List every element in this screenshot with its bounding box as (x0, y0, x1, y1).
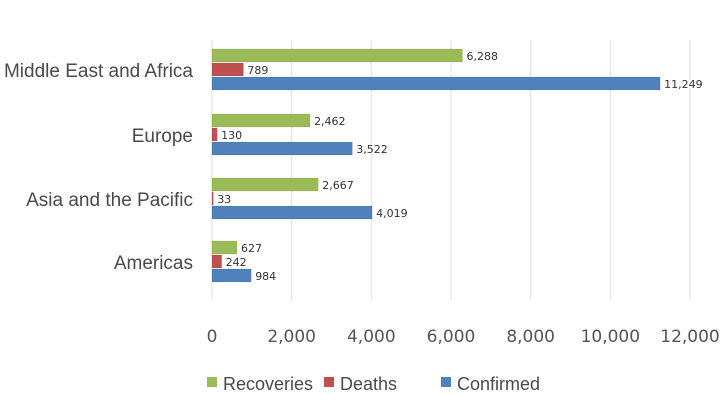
data-label: 242 (226, 256, 247, 269)
bar-recoveries (211, 177, 319, 192)
x-tick-label: 6,000 (427, 327, 476, 347)
x-tick-label: 2,000 (267, 327, 316, 347)
category-label: Americas (114, 253, 193, 274)
x-tick-label: 10,000 (581, 327, 640, 347)
bar-confirmed (211, 76, 661, 91)
bar-deaths (211, 127, 218, 142)
data-label: 2,462 (314, 115, 346, 128)
data-label: 789 (247, 64, 268, 77)
legend-label-deaths: Deaths (340, 374, 397, 394)
bar-recoveries (211, 48, 463, 63)
category-label: Middle East and Africa (4, 61, 193, 82)
x-tick-label: 12,000 (660, 327, 719, 347)
x-tick-label: 0 (207, 327, 218, 347)
category-labels: Middle East and Africa Europe Asia and the… (4, 61, 193, 274)
x-tick-label: 8,000 (506, 327, 555, 347)
legend-label-confirmed: Confirmed (457, 374, 540, 394)
data-label: 6,288 (466, 50, 498, 63)
x-tick-label: 4,000 (347, 327, 396, 347)
data-label: 130 (221, 129, 242, 142)
bar-deaths (211, 62, 244, 77)
data-label: 627 (241, 242, 262, 255)
x-axis-ticks: 0 2,000 4,000 6,000 8,000 10,000 12,000 (207, 327, 720, 347)
bar-deaths (211, 191, 214, 206)
category-label: Asia and the Pacific (26, 190, 193, 211)
legend-swatch-recoveries (207, 377, 217, 387)
bar-confirmed (211, 205, 373, 220)
data-label: 984 (255, 270, 276, 283)
bar-confirmed (211, 268, 252, 283)
category-label: Europe (132, 126, 193, 147)
data-label: 2,667 (322, 179, 354, 192)
legend-label-recoveries: Recoveries (223, 374, 313, 394)
bar-recoveries (211, 113, 311, 128)
legend-swatch-confirmed (441, 377, 451, 387)
bar-groups: 6,288 789 11,249 2,462 130 3,522 2,667 33 4,019 6… (211, 48, 703, 283)
data-label: 11,249 (664, 78, 703, 91)
bar-recoveries (211, 240, 238, 255)
data-label: 33 (217, 193, 231, 206)
bar-deaths (211, 254, 222, 269)
data-label: 3,522 (356, 143, 388, 156)
data-label: 4,019 (376, 207, 408, 220)
legend-swatch-deaths (324, 377, 334, 387)
legend: Recoveries Deaths Confirmed (207, 374, 540, 394)
bar-confirmed (211, 141, 353, 156)
